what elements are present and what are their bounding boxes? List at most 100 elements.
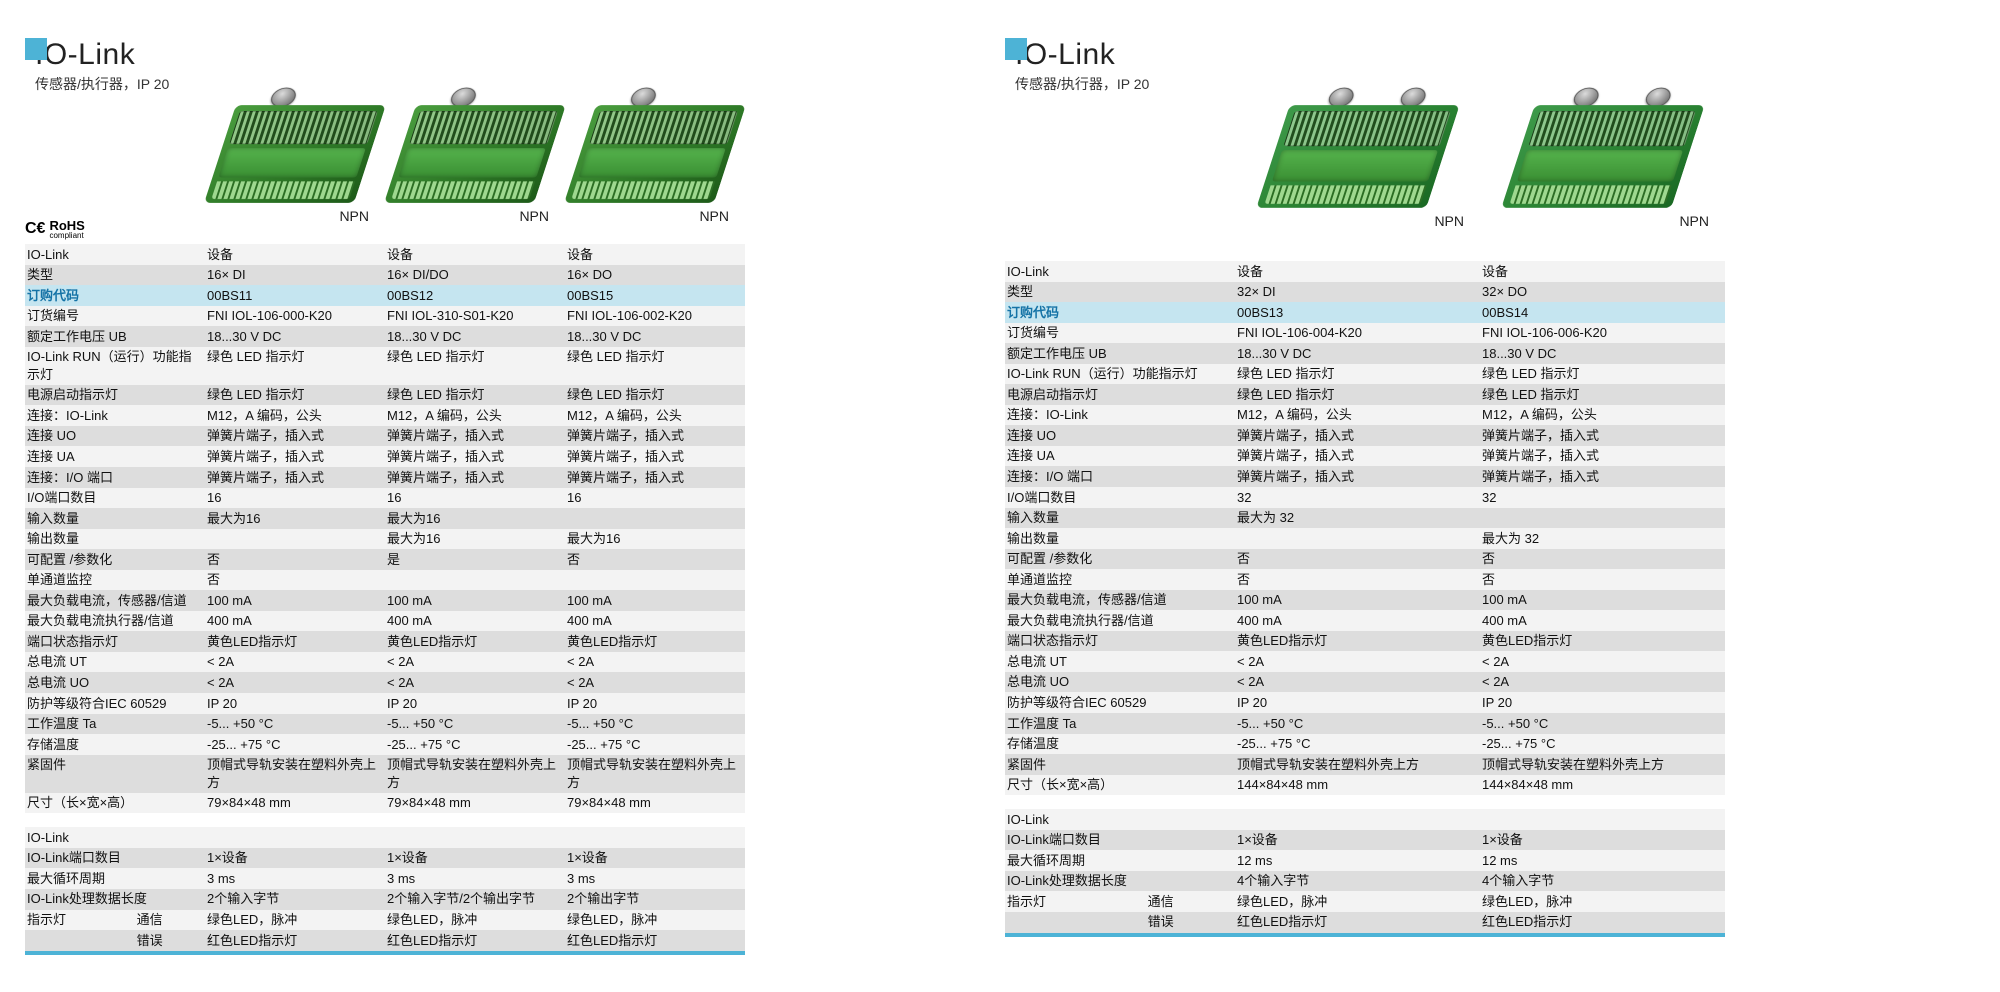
row-value: 400 mA: [1480, 610, 1725, 631]
row-value: 绿色 LED 指示灯: [565, 347, 745, 385]
row-value: 否: [1235, 569, 1480, 590]
row-value: 2个输入字节/2个输出字节: [385, 889, 565, 910]
row-value: 144×84×48 mm: [1235, 775, 1480, 796]
row-label: 类型: [1005, 282, 1235, 303]
header-accent-square: [1005, 38, 1027, 60]
row-value: 16: [205, 488, 385, 509]
row-value: M12，A 编码，公头: [565, 405, 745, 426]
row-label: 指示灯: [25, 910, 137, 931]
product-images-row: NPN NPN: [1005, 104, 1725, 229]
row-label: 工作温度 Ta: [1005, 713, 1235, 734]
row-value: 绿色 LED 指示灯: [1480, 364, 1725, 385]
row-label: 输出数量: [25, 529, 205, 550]
row-label: 紧固件: [1005, 754, 1235, 775]
row-label: 连接：I/O 端口: [25, 467, 205, 488]
product-label-1: NPN: [1235, 213, 1480, 229]
header-title: IO-Link: [35, 38, 745, 72]
row-label: 防护等级符合IEC 60529: [1005, 692, 1235, 713]
row-label: 单通道监控: [1005, 569, 1235, 590]
row-sublabel: 通信: [137, 910, 205, 931]
row-label: IO-Link: [1005, 261, 1235, 282]
row-label: 连接：I/O 端口: [1005, 466, 1235, 487]
row-label: 输入数量: [1005, 508, 1235, 529]
row-value: IP 20: [1480, 692, 1725, 713]
row-label: 防护等级符合IEC 60529: [25, 693, 205, 714]
row-value: 黄色LED指示灯: [565, 631, 745, 652]
row-value: 4个输入字节: [1235, 871, 1480, 892]
row-label: 存储温度: [25, 734, 205, 755]
row-value: < 2A: [565, 672, 745, 693]
row-value: -5... +50 °C: [205, 714, 385, 735]
row-value: 顶帽式导轨安装在塑料外壳上方: [565, 755, 745, 793]
row-value: 2个输出字节: [565, 889, 745, 910]
row-value: 1×设备: [205, 848, 385, 869]
row-value: < 2A: [205, 672, 385, 693]
row-label: 端口状态指示灯: [1005, 631, 1235, 652]
row-label: 端口状态指示灯: [25, 631, 205, 652]
row-value: 00BS14: [1480, 302, 1725, 323]
row-value: 弹簧片端子，插入式: [1480, 446, 1725, 467]
row-sublabel: 错误: [1148, 912, 1235, 933]
row-label: 额定工作电压 UB: [1005, 343, 1235, 364]
row-value: 79×84×48 mm: [565, 793, 745, 814]
row-label: 最大循环周期: [25, 868, 205, 889]
row-label: IO-Link处理数据长度: [25, 889, 205, 910]
row-value: 最大为 32: [1480, 528, 1725, 549]
row-value: 绿色 LED 指示灯: [385, 385, 565, 406]
row-label: 尺寸（长×宽×高）: [25, 793, 205, 814]
row-value: 18...30 V DC: [205, 326, 385, 347]
header-title: IO-Link: [1015, 38, 1725, 72]
product-images-row: NPN NPN NPN: [25, 104, 745, 224]
row-label: 输入数量: [25, 508, 205, 529]
row-value: 16× DO: [565, 265, 745, 286]
row-label: 尺寸（长×宽×高）: [1005, 775, 1235, 796]
product-label-1: NPN: [205, 208, 385, 224]
row-value: 1×设备: [385, 848, 565, 869]
row-value: 最大为16: [385, 508, 565, 529]
product-image-1: NPN: [1235, 104, 1480, 229]
row-label: 总电流 UT: [1005, 651, 1235, 672]
row-label: 单通道监控: [25, 570, 205, 591]
row-value: 红色LED指示灯: [205, 930, 385, 951]
row-value: 黄色LED指示灯: [385, 631, 565, 652]
row-label: 订购代码: [25, 285, 205, 306]
row-value: 1×设备: [1235, 830, 1480, 851]
row-label: 额定工作电压 UB: [25, 326, 205, 347]
row-value: 弹簧片端子，插入式: [1480, 466, 1725, 487]
section-underline: [1005, 933, 1725, 937]
row-value: [1480, 508, 1725, 529]
row-label: 最大负载电流执行器/信道: [25, 611, 205, 632]
spec-table-1: IO-Link设备设备类型32× DI32× DO订购代码00BS1300BS1…: [1005, 261, 1725, 795]
row-label: 工作温度 Ta: [25, 714, 205, 735]
spec-table-2: IO-LinkIO-Link端口数目1×设备1×设备1×设备最大循环周期3 ms…: [25, 827, 745, 950]
row-value: < 2A: [385, 672, 565, 693]
row-value: 弹簧片端子，插入式: [385, 426, 565, 447]
row-value: 弹簧片端子，插入式: [1235, 446, 1480, 467]
row-value: -25... +75 °C: [1480, 734, 1725, 755]
row-value: 3 ms: [385, 868, 565, 889]
row-label: 紧固件: [25, 755, 205, 793]
row-value: 32× DI: [1235, 282, 1480, 303]
row-value: 绿色LED，脉冲: [565, 910, 745, 931]
row-value: 绿色LED，脉冲: [1480, 891, 1725, 912]
row-value: 4个输入字节: [1480, 871, 1725, 892]
row-value: 弹簧片端子，插入式: [385, 467, 565, 488]
spec-table-2: IO-LinkIO-Link端口数目1×设备1×设备最大循环周期12 ms12 …: [1005, 809, 1725, 932]
row-value: 绿色LED，脉冲: [205, 910, 385, 931]
row-label: IO-Link RUN（运行）功能指示灯: [1005, 364, 1235, 385]
row-value: 红色LED指示灯: [565, 930, 745, 951]
row-label: 类型: [25, 265, 205, 286]
row-value: M12，A 编码，公头: [385, 405, 565, 426]
row-label: IO-Link处理数据长度: [1005, 871, 1235, 892]
row-value: < 2A: [385, 652, 565, 673]
row-value: 3 ms: [565, 868, 745, 889]
row-value: 12 ms: [1235, 850, 1480, 871]
row-value: 18...30 V DC: [1480, 343, 1725, 364]
row-value: FNI IOL-106-004-K20: [1235, 323, 1480, 344]
row-value: 79×84×48 mm: [205, 793, 385, 814]
row-value: FNI IOL-106-006-K20: [1480, 323, 1725, 344]
row-value: 弹簧片端子，插入式: [565, 446, 745, 467]
row-value: 32: [1235, 487, 1480, 508]
row-value: 弹簧片端子，插入式: [1480, 425, 1725, 446]
row-label: 可配置 /参数化: [1005, 549, 1235, 570]
